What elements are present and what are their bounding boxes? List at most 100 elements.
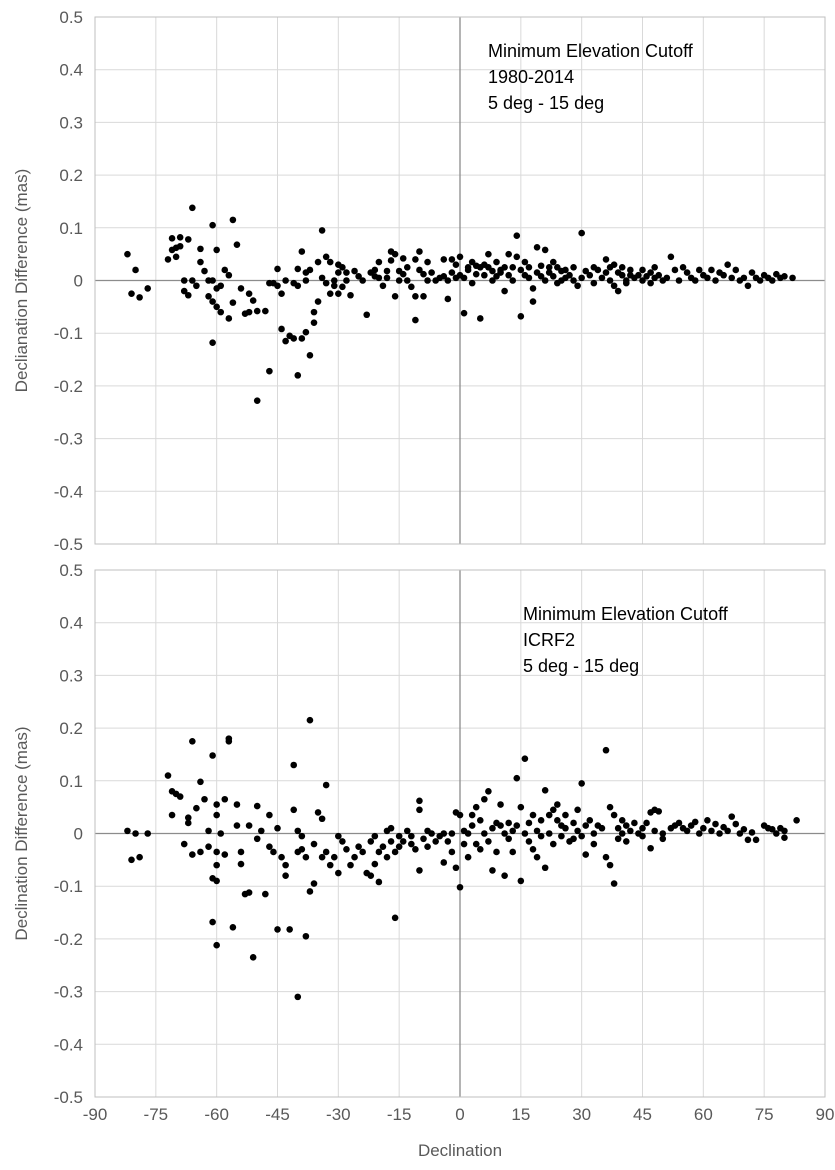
data-point bbox=[189, 277, 196, 284]
data-point bbox=[501, 287, 508, 295]
data-point bbox=[371, 860, 379, 868]
data-point bbox=[468, 822, 476, 829]
data-point bbox=[253, 835, 261, 843]
data-point bbox=[541, 864, 549, 872]
data-point bbox=[639, 277, 646, 284]
data-point bbox=[481, 795, 488, 803]
data-point bbox=[691, 277, 699, 284]
x-tick-label: 30 bbox=[572, 1105, 591, 1124]
data-point bbox=[578, 229, 585, 237]
data-point bbox=[416, 806, 423, 814]
data-point bbox=[627, 827, 634, 835]
data-point bbox=[533, 243, 541, 251]
data-point bbox=[375, 848, 383, 856]
data-point bbox=[541, 786, 549, 794]
data-point bbox=[570, 277, 577, 284]
data-point bbox=[217, 282, 225, 290]
y-axis-title: Declianation Difference (mas) bbox=[12, 169, 31, 393]
data-point bbox=[460, 274, 468, 282]
data-point bbox=[610, 261, 618, 268]
data-point bbox=[351, 853, 358, 861]
data-point bbox=[270, 848, 277, 856]
data-point bbox=[310, 319, 318, 326]
data-point bbox=[359, 277, 366, 284]
data-point bbox=[245, 822, 253, 829]
data-point bbox=[383, 274, 391, 282]
data-point bbox=[424, 277, 431, 284]
data-point bbox=[245, 889, 253, 896]
data-point bbox=[249, 297, 257, 304]
data-point bbox=[375, 274, 383, 282]
data-point bbox=[444, 277, 452, 284]
data-point bbox=[322, 781, 330, 789]
data-point bbox=[172, 253, 180, 261]
data-point bbox=[464, 266, 472, 274]
data-point bbox=[704, 274, 711, 282]
data-point bbox=[683, 269, 691, 276]
data-point bbox=[205, 293, 212, 300]
data-point bbox=[176, 242, 184, 250]
data-point bbox=[468, 811, 476, 819]
data-point bbox=[476, 315, 484, 322]
data-point bbox=[339, 838, 346, 845]
data-point bbox=[298, 248, 306, 255]
data-point bbox=[209, 339, 216, 346]
data-point bbox=[355, 843, 362, 850]
y-tick-label: -0.2 bbox=[54, 377, 83, 396]
data-point bbox=[180, 277, 188, 284]
data-point bbox=[598, 274, 606, 282]
data-point bbox=[213, 877, 220, 885]
data-point bbox=[335, 269, 342, 276]
data-point bbox=[201, 795, 208, 803]
data-point bbox=[598, 824, 606, 832]
y-tick-label: 0.4 bbox=[59, 614, 83, 633]
data-point bbox=[318, 815, 326, 823]
data-point bbox=[347, 861, 354, 869]
data-point bbox=[298, 846, 306, 853]
data-point bbox=[614, 824, 622, 832]
data-point bbox=[318, 227, 326, 234]
data-point bbox=[493, 258, 500, 266]
data-point bbox=[505, 250, 512, 258]
y-tick-label: 0.3 bbox=[59, 666, 83, 685]
data-point bbox=[554, 801, 561, 808]
data-point bbox=[318, 274, 326, 282]
data-point bbox=[209, 298, 216, 305]
data-point bbox=[647, 279, 654, 287]
data-point bbox=[416, 867, 423, 874]
data-point bbox=[294, 827, 302, 835]
data-point bbox=[440, 272, 448, 280]
data-point bbox=[525, 274, 533, 282]
data-point bbox=[326, 258, 334, 266]
data-point bbox=[375, 878, 383, 886]
data-point bbox=[509, 264, 517, 271]
data-point bbox=[712, 277, 719, 284]
data-point bbox=[639, 824, 646, 832]
data-point bbox=[412, 846, 419, 853]
data-point bbox=[517, 803, 525, 811]
data-point bbox=[485, 838, 492, 845]
data-point bbox=[375, 258, 383, 266]
data-point bbox=[622, 838, 630, 845]
data-point bbox=[213, 246, 220, 254]
data-point bbox=[590, 840, 598, 848]
data-point bbox=[541, 277, 549, 284]
data-point bbox=[209, 752, 216, 759]
data-point bbox=[501, 830, 508, 837]
data-point bbox=[189, 737, 196, 745]
data-point bbox=[339, 283, 346, 291]
data-point bbox=[379, 282, 387, 290]
data-point bbox=[505, 819, 512, 827]
data-point bbox=[448, 256, 456, 263]
data-point bbox=[310, 308, 318, 316]
data-point bbox=[197, 258, 204, 266]
annotation-line: 1980-2014 bbox=[488, 67, 574, 87]
data-point bbox=[379, 843, 387, 850]
data-point bbox=[180, 287, 188, 295]
data-point bbox=[525, 264, 533, 271]
data-point bbox=[225, 315, 233, 322]
data-point bbox=[724, 261, 731, 268]
data-point bbox=[781, 827, 788, 835]
data-point bbox=[302, 328, 310, 336]
data-point bbox=[740, 825, 748, 833]
